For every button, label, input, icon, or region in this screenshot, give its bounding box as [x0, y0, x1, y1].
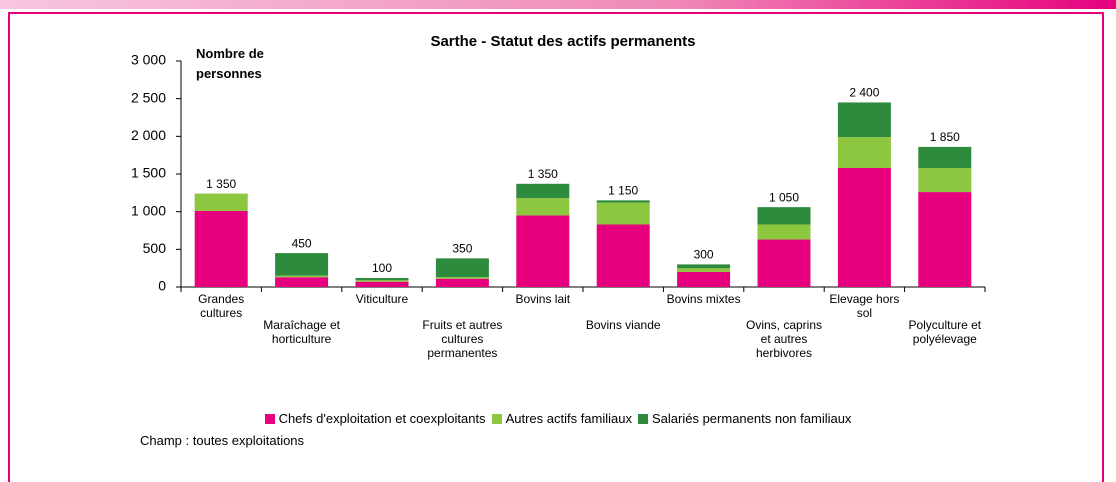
x-tick-label: Grandes cultures — [198, 292, 245, 320]
bar-segment — [355, 280, 409, 282]
bar-segment — [275, 275, 329, 278]
legend-swatch — [638, 414, 648, 424]
x-tick-label: Maraîchage et horticulture — [263, 318, 340, 346]
total-label: 2 400 — [849, 86, 879, 100]
bar-segment — [677, 271, 731, 287]
y-axis-label: Nombre de personnes — [196, 46, 264, 81]
bar-segment — [435, 258, 489, 278]
x-tick-label: Bovins viande — [585, 318, 661, 332]
bar-segment — [516, 215, 570, 287]
legend-label: Autres actifs familiaux — [505, 411, 632, 426]
bar-segment — [918, 192, 972, 287]
total-label: 100 — [372, 261, 392, 275]
legend-label: Salariés permanents non familiaux — [652, 411, 852, 426]
bar-segment — [516, 198, 570, 216]
x-tick-label: Elevage hors sol — [829, 292, 900, 320]
legend-swatch — [264, 414, 275, 424]
x-tick-label: Fruits et autres cultures permanentes — [422, 318, 503, 360]
legend-label: Chefs d'exploitation et coexploitants — [278, 411, 486, 426]
bar-segment — [435, 277, 489, 279]
total-label: 1 850 — [930, 130, 960, 144]
total-label: 450 — [292, 236, 312, 250]
bar-segment — [275, 277, 329, 287]
total-label: 1 350 — [206, 177, 236, 191]
legend-item: Autres actifs familiaux — [491, 411, 632, 426]
y-tick-label: 1 000 — [131, 202, 166, 218]
bar-segment — [596, 224, 650, 287]
bar-segment — [757, 224, 811, 240]
frame — [8, 12, 1104, 482]
x-tick-label: Viticulture — [355, 292, 409, 306]
bar-segment — [757, 239, 811, 287]
x-tick-label: Bovins lait — [515, 292, 571, 306]
bar-segment — [837, 167, 891, 287]
bar-segment — [596, 200, 650, 203]
header-bar — [0, 0, 1116, 9]
x-tick-label: Polyculture et polyélevage — [908, 318, 982, 346]
total-label: 1 150 — [608, 184, 638, 198]
bar-segment — [677, 264, 731, 269]
bar-segment — [194, 210, 248, 287]
y-tick-label: 1 500 — [131, 165, 166, 181]
note: Champ : toutes exploitations — [140, 433, 305, 448]
legend-item: Salariés permanents non familiaux — [638, 411, 851, 426]
chart-title: Sarthe - Statut des actifs permanents — [430, 33, 695, 50]
bar-segment — [918, 167, 972, 193]
chart: Sarthe - Statut des actifs permanents 0 5… — [131, 33, 986, 294]
total-label: 1 050 — [769, 190, 799, 204]
bar-segment — [837, 137, 891, 168]
bar-segment — [918, 146, 972, 168]
bar-segment — [194, 193, 248, 211]
x-tick-label: Bovins mixtes — [666, 292, 741, 306]
bar-segment — [355, 281, 409, 287]
y-tick-label: 0 — [158, 278, 166, 294]
bar-segment — [837, 102, 891, 138]
y-tick-label: 500 — [143, 240, 167, 256]
total-label: 350 — [452, 242, 472, 256]
bar-segment — [275, 253, 329, 276]
y-tick-label: 3 000 — [131, 52, 166, 68]
bar-segment — [757, 207, 811, 225]
y-tick-label: 2 500 — [131, 89, 166, 105]
total-label: 1 350 — [528, 167, 558, 181]
x-tick-label: Ovins, caprins et autres herbivores — [745, 318, 823, 360]
legend: Chefs d'exploitation et coexploitants Aut… — [0, 411, 1116, 426]
bar-segment — [355, 277, 409, 281]
legend-item: Chefs d'exploitation et coexploitants — [264, 411, 486, 426]
bar-segment — [516, 183, 570, 199]
y-tick-label: 2 000 — [131, 127, 166, 143]
total-label: 300 — [694, 248, 714, 262]
bar-segment — [435, 278, 489, 287]
legend-swatch — [491, 414, 502, 424]
bar-segment — [677, 268, 731, 272]
bar-segment — [596, 202, 650, 225]
